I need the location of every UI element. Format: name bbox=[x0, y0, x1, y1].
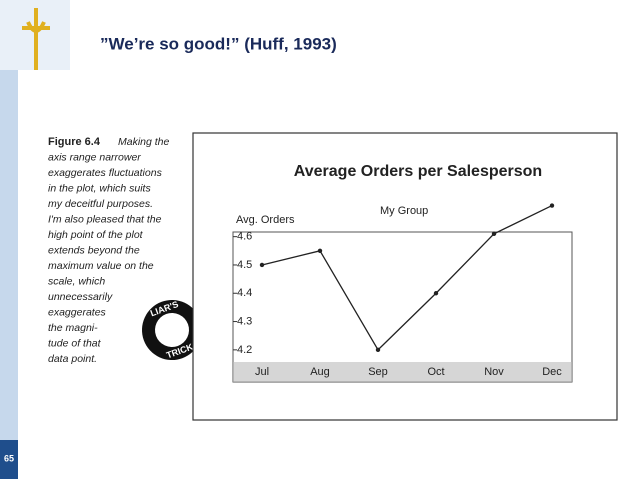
y-tick-label: 4.3 bbox=[237, 315, 252, 327]
caption-line: in the plot, which suits bbox=[48, 182, 151, 194]
x-tick-label: Aug bbox=[310, 366, 330, 378]
data-point bbox=[375, 347, 381, 353]
axis-band bbox=[233, 362, 572, 382]
x-tick-label: Jul bbox=[255, 366, 269, 378]
y-axis-label: Avg. Orders bbox=[236, 214, 295, 226]
caption-line: scale, which bbox=[48, 275, 105, 287]
figure-label: Figure 6.4 bbox=[48, 136, 101, 148]
data-point bbox=[491, 231, 497, 237]
badge-inner bbox=[155, 313, 189, 347]
x-tick-label: Sep bbox=[368, 366, 388, 378]
page-box bbox=[0, 440, 18, 479]
caption-line: high point of the plot bbox=[48, 229, 144, 241]
caption-line: exaggerates fluctuations bbox=[48, 167, 163, 179]
side-strip bbox=[0, 0, 18, 440]
series-line bbox=[261, 204, 553, 351]
caption: Making the axis range narrower exaggerates… bbox=[48, 136, 170, 365]
logo bbox=[22, 8, 50, 70]
data-point bbox=[549, 203, 555, 208]
caption-line: data point. bbox=[48, 353, 97, 365]
caption-line: exaggerates bbox=[48, 306, 107, 318]
caption-line: the magni- bbox=[48, 322, 98, 334]
chart-title: Average Orders per Salesperson bbox=[294, 163, 542, 180]
caption-line: axis range narrower bbox=[48, 151, 141, 163]
y-tick-label: 4.4 bbox=[237, 287, 252, 299]
data-point bbox=[433, 291, 439, 296]
caption-line: Making the bbox=[118, 136, 170, 148]
data-point bbox=[259, 262, 265, 268]
caption-line: I'm also pleased that the bbox=[48, 213, 162, 225]
data-point bbox=[317, 248, 323, 254]
page-number: 65 bbox=[4, 453, 14, 463]
slide-title: ”We’re so good!” (Huff, 1993) bbox=[100, 34, 337, 53]
caption-line: maximum value on the bbox=[48, 260, 154, 272]
legend: My Group bbox=[380, 205, 428, 217]
y-tick-label: 4.6 bbox=[237, 231, 252, 243]
x-tick-label: Dec bbox=[542, 366, 562, 378]
x-tick-label: Oct bbox=[427, 366, 444, 378]
y-tick-label: 4.2 bbox=[237, 344, 252, 356]
caption-line: unnecessarily bbox=[48, 291, 113, 303]
caption-line: my deceitful purposes. bbox=[48, 198, 153, 210]
caption-line: extends beyond the bbox=[48, 244, 140, 256]
y-tick-label: 4.5 bbox=[237, 259, 252, 271]
x-tick-label: Nov bbox=[484, 366, 504, 378]
caption-line: tude of that bbox=[48, 337, 102, 349]
